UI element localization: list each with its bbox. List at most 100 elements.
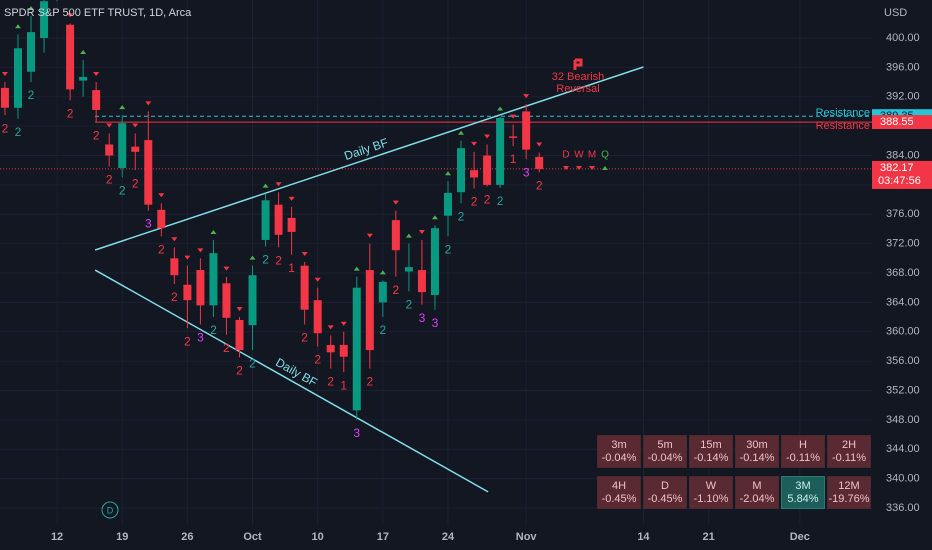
- change: -0.11%: [785, 451, 821, 464]
- signal-arrow: [405, 233, 412, 238]
- change: -0.14%: [739, 451, 775, 464]
- perf-cell: 12M -19.76%: [827, 476, 871, 509]
- mtf-label: D: [562, 150, 569, 161]
- change: -2.04%: [739, 492, 775, 505]
- count-label: 2: [406, 298, 413, 312]
- candle-body: [378, 281, 387, 303]
- candle-body: [183, 284, 192, 301]
- count-label: 3: [197, 331, 204, 345]
- signal-arrow: [366, 233, 373, 238]
- count-label: 3: [432, 316, 439, 330]
- x-tick-label: 17: [377, 531, 389, 543]
- change: -0.04%: [647, 451, 683, 464]
- timeframe: 5m: [657, 438, 673, 451]
- y-tick-label: 396.00: [886, 61, 920, 73]
- count-label: 3: [523, 165, 530, 179]
- candle-body: [443, 192, 452, 216]
- count-label: 2: [106, 173, 113, 187]
- count-label: 2: [67, 107, 74, 121]
- candle-body: [339, 344, 348, 357]
- count-label: 2: [171, 290, 178, 304]
- count-label: 2: [262, 253, 269, 267]
- candle-body: [0, 87, 9, 108]
- y-tick-label: 356.00: [886, 355, 920, 367]
- candle-body: [287, 217, 296, 232]
- count-label: 2: [236, 364, 243, 378]
- signal-arrow: [106, 123, 113, 128]
- timeframe: D: [661, 479, 669, 492]
- count-label: 2: [119, 184, 126, 198]
- count-label: 2: [484, 193, 491, 207]
- timeframe: W: [705, 479, 717, 492]
- change: -1.10%: [693, 492, 729, 505]
- mtf-label: M: [588, 150, 596, 161]
- candle-body: [222, 283, 231, 318]
- candle-body: [92, 90, 101, 110]
- timeframe: 3M: [795, 479, 811, 492]
- candle-body: [27, 32, 36, 72]
- signal-arrow: [392, 200, 399, 205]
- perf-cell: 2H -0.11%: [827, 435, 871, 468]
- count-label: 1: [510, 152, 517, 166]
- count-label: 1: [340, 378, 347, 392]
- perf-cell: H -0.11%: [781, 435, 825, 468]
- y-tick-label: 372.00: [886, 238, 920, 250]
- y-tick-label: 392.00: [886, 91, 920, 103]
- candle-body: [66, 24, 75, 90]
- signal-arrow: [145, 101, 152, 106]
- count-label: 2: [497, 194, 504, 208]
- mtf-arrow: [602, 166, 608, 170]
- candle-body: [209, 253, 218, 306]
- count-label: 2: [28, 88, 35, 102]
- indicator-label[interactable]: D: [107, 505, 114, 515]
- y-tick-label: 360.00: [886, 326, 920, 338]
- count-label: 2: [393, 283, 400, 297]
- candle-body: [235, 320, 244, 351]
- signal-arrow: [93, 72, 100, 77]
- flag: [573, 58, 583, 70]
- candle-body: [509, 136, 518, 138]
- signal-arrow: [14, 24, 21, 29]
- candle-body: [470, 170, 479, 178]
- signal-arrow: [80, 50, 87, 55]
- y-tick-label: 352.00: [886, 384, 920, 396]
- y-tick-label: 336.00: [886, 502, 920, 514]
- signal-arrow: [340, 321, 347, 326]
- timeframe: 30m: [746, 438, 768, 451]
- signal-arrow: [431, 215, 438, 220]
- y-tick-label: 368.00: [886, 267, 920, 279]
- signal-arrow: [353, 266, 360, 271]
- perf-cell: 5m -0.04%: [643, 435, 687, 468]
- x-tick-label: Nov: [516, 531, 538, 543]
- signal-arrow: [523, 94, 530, 99]
- indicator-icon[interactable]: [101, 501, 119, 519]
- candle-body: [274, 204, 283, 235]
- mtf-arrow: [563, 166, 569, 170]
- candle-body: [496, 118, 505, 185]
- signal-arrow: [484, 134, 491, 139]
- candle-body: [417, 270, 426, 293]
- change: -0.04%: [601, 451, 637, 464]
- count-label: 2: [366, 375, 373, 389]
- signal-arrow: [1, 72, 8, 77]
- count-label: 2: [132, 176, 139, 190]
- signal-arrow: [249, 255, 256, 260]
- perf-cell: D -0.45%: [643, 476, 687, 509]
- x-tick-label: 21: [702, 531, 714, 543]
- x-tick-label: 24: [442, 531, 455, 543]
- x-tick-label: Oct: [243, 531, 262, 543]
- signal-arrow: [288, 196, 295, 201]
- signal-arrow: [275, 182, 282, 187]
- annotation: Reversal: [556, 83, 599, 95]
- trendline: [94, 269, 489, 493]
- perf-cell: 4H -0.45%: [597, 476, 641, 509]
- timeframe: H: [799, 438, 807, 451]
- candle-body: [430, 228, 439, 296]
- candle-body: [535, 156, 544, 169]
- candle-body: [144, 140, 153, 205]
- signal-arrow: [536, 142, 543, 147]
- change: -0.11%: [831, 451, 867, 464]
- signal-arrow: [379, 270, 386, 275]
- mtf-arrow: [589, 166, 595, 170]
